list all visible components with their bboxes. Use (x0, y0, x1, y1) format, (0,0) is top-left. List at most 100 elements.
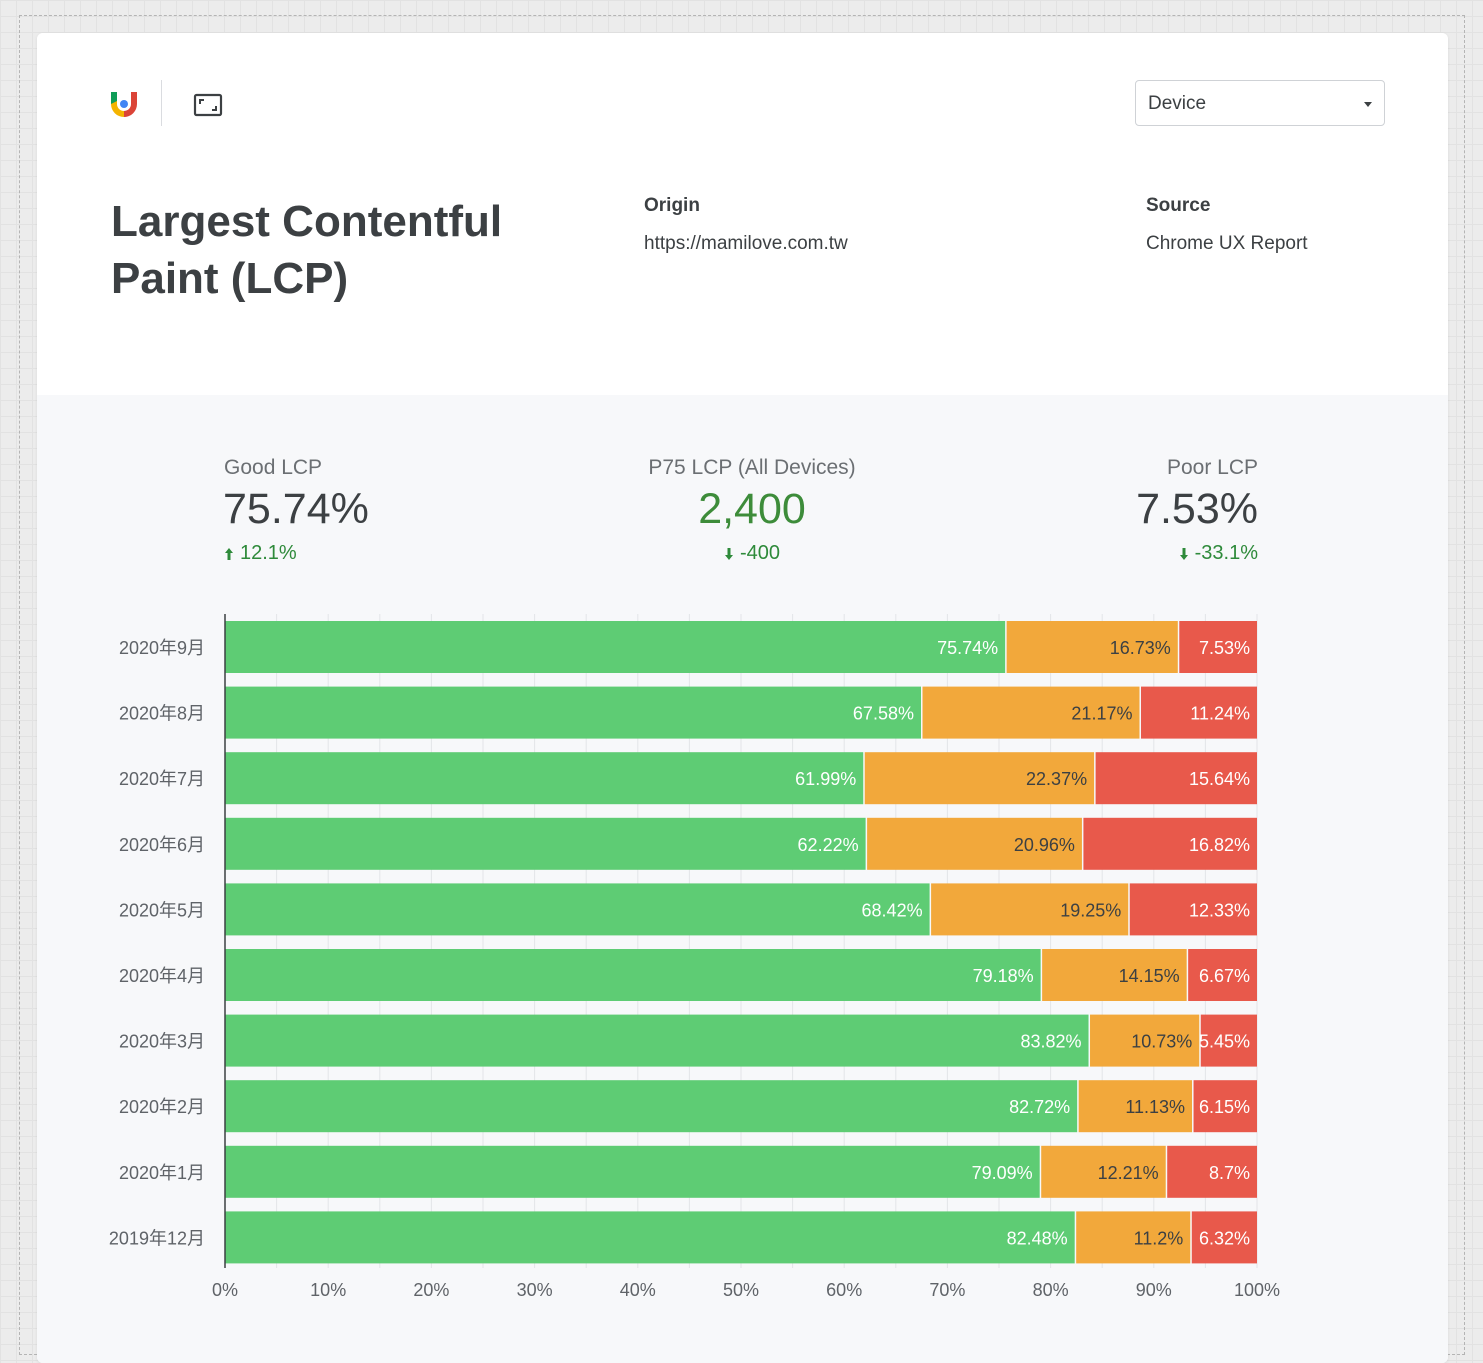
bar-label-needs-improvement: 10.73% (1131, 1032, 1192, 1052)
bar-label-good: 67.58% (853, 704, 914, 724)
category-label: 2019年12月 (109, 1228, 205, 1248)
bar-good (225, 949, 1041, 1001)
bar-needs-improvement (867, 817, 1082, 870)
p75-lcp-change: -400 (648, 542, 856, 565)
bar-label-poor: 6.15% (1199, 1097, 1250, 1117)
bar-label-poor: 6.67% (1199, 966, 1250, 986)
category-label: 2020年5月 (119, 900, 205, 920)
category-label: 2020年3月 (119, 1032, 205, 1052)
category-label: 2020年4月 (119, 966, 205, 986)
bar-poor (1179, 621, 1257, 673)
source-label: Source (1146, 195, 1211, 216)
bar-poor (1191, 1211, 1257, 1264)
bar-label-good: 83.82% (1020, 1032, 1081, 1052)
bar-good (225, 1211, 1075, 1264)
bar-label-good: 61.99% (795, 769, 856, 789)
arrow-down-icon (1179, 548, 1188, 560)
bar-label-needs-improvement: 19.25% (1060, 900, 1121, 920)
bar-label-needs-improvement: 22.37% (1026, 769, 1087, 789)
origin-label: Origin (644, 195, 700, 216)
bar-label-good: 82.72% (1009, 1097, 1070, 1117)
good-lcp-label: Good LCP (224, 456, 323, 479)
p75-lcp-value: 2,400 (698, 485, 806, 533)
arrow-up-icon (225, 548, 233, 560)
category-label: 2020年2月 (119, 1097, 205, 1117)
bar-good (225, 686, 921, 739)
bar-poor (1193, 1080, 1257, 1133)
bar-needs-improvement (922, 686, 1140, 739)
x-tick-label: 40% (620, 1280, 656, 1300)
bar-needs-improvement (864, 752, 1095, 805)
category-label: 2020年6月 (119, 835, 205, 855)
x-tick-label: 10% (310, 1280, 346, 1300)
x-tick-label: 70% (929, 1280, 965, 1300)
x-tick-label: 20% (413, 1280, 449, 1300)
bar-needs-improvement (1078, 1080, 1193, 1133)
bar-poor (1140, 686, 1257, 739)
bar-poor (1188, 949, 1257, 1001)
x-tick-label: 60% (826, 1280, 862, 1300)
bar-label-poor: 8.7% (1209, 1163, 1250, 1183)
bar-label-poor: 11.24% (1190, 704, 1250, 724)
category-label: 2020年8月 (119, 704, 205, 724)
good-lcp-change-text: 12.1% (240, 542, 297, 564)
bar-label-poor: 12.33% (1189, 900, 1250, 920)
bar-good (225, 752, 864, 805)
bar-label-needs-improvement: 11.2% (1134, 1228, 1184, 1248)
bar-label-needs-improvement: 12.21% (1098, 1163, 1159, 1183)
page-title: Largest Contentful Paint (LCP) (111, 197, 503, 303)
x-tick-label: 90% (1136, 1280, 1172, 1300)
bar-good (225, 1145, 1040, 1198)
bar-good (225, 1080, 1078, 1133)
origin-value: https://mamilove.com.tw (644, 233, 848, 254)
source-value: Chrome UX Report (1146, 233, 1308, 254)
bar-label-poor: 7.53% (1199, 638, 1250, 658)
p75-lcp-label: P75 LCP (All Devices) (648, 456, 856, 479)
bar-needs-improvement (1006, 621, 1178, 673)
arrow-down-icon (724, 548, 733, 560)
bar-label-good: 79.18% (973, 966, 1034, 986)
report-header: Device Largest Contentful Paint (LCP) Or… (37, 33, 1448, 395)
bar-label-good: 62.22% (798, 835, 859, 855)
poor-lcp-change-text: -33.1% (1194, 542, 1258, 564)
bar-poor (1167, 1145, 1257, 1198)
good-lcp-value: 75.74% (223, 485, 369, 533)
fullscreen-icon[interactable] (192, 89, 224, 121)
web-vitals-logo-icon[interactable] (107, 87, 141, 121)
bar-label-needs-improvement: 21.17% (1071, 704, 1132, 724)
poor-lcp-value: 7.53% (1136, 485, 1258, 533)
x-tick-label: 50% (723, 1280, 759, 1300)
bar-poor (1095, 752, 1257, 805)
report-body: Good LCP 75.74% 12.1% P75 LCP (All Devic… (37, 395, 1448, 1363)
bar-needs-improvement (1042, 949, 1187, 1001)
bar-label-needs-improvement: 11.13% (1125, 1097, 1185, 1117)
device-select[interactable]: Device (1135, 80, 1385, 126)
bar-label-good: 79.09% (972, 1163, 1033, 1183)
bar-needs-improvement (1076, 1211, 1191, 1264)
bar-label-poor: 15.64% (1189, 769, 1250, 789)
good-lcp-change: 12.1% (224, 542, 297, 565)
bar-label-poor: 6.32% (1199, 1228, 1250, 1248)
bar-needs-improvement (1041, 1145, 1166, 1198)
bar-label-needs-improvement: 14.15% (1119, 966, 1180, 986)
bar-poor (1200, 1014, 1257, 1067)
poor-lcp-label: Poor LCP (1166, 456, 1258, 479)
x-tick-label: 30% (517, 1280, 553, 1300)
bar-label-good: 68.42% (862, 900, 923, 920)
bar-label-good: 82.48% (1007, 1228, 1068, 1248)
bar-needs-improvement (931, 883, 1129, 936)
bar-label-needs-improvement: 20.96% (1014, 835, 1075, 855)
category-label: 2020年9月 (119, 638, 205, 658)
category-label: 2020年1月 (119, 1163, 205, 1183)
chevron-down-icon (1364, 102, 1372, 107)
bar-label-needs-improvement: 16.73% (1110, 638, 1171, 658)
poor-lcp-change: -33.1% (1058, 542, 1258, 565)
bar-label-poor: 16.82% (1189, 835, 1250, 855)
bar-good (225, 883, 930, 936)
bar-good (225, 621, 1006, 673)
report-card: Device Largest Contentful Paint (LCP) Or… (37, 33, 1448, 1363)
x-tick-label: 80% (1033, 1280, 1069, 1300)
header-divider (161, 80, 162, 126)
x-tick-label: 100% (1234, 1280, 1280, 1300)
